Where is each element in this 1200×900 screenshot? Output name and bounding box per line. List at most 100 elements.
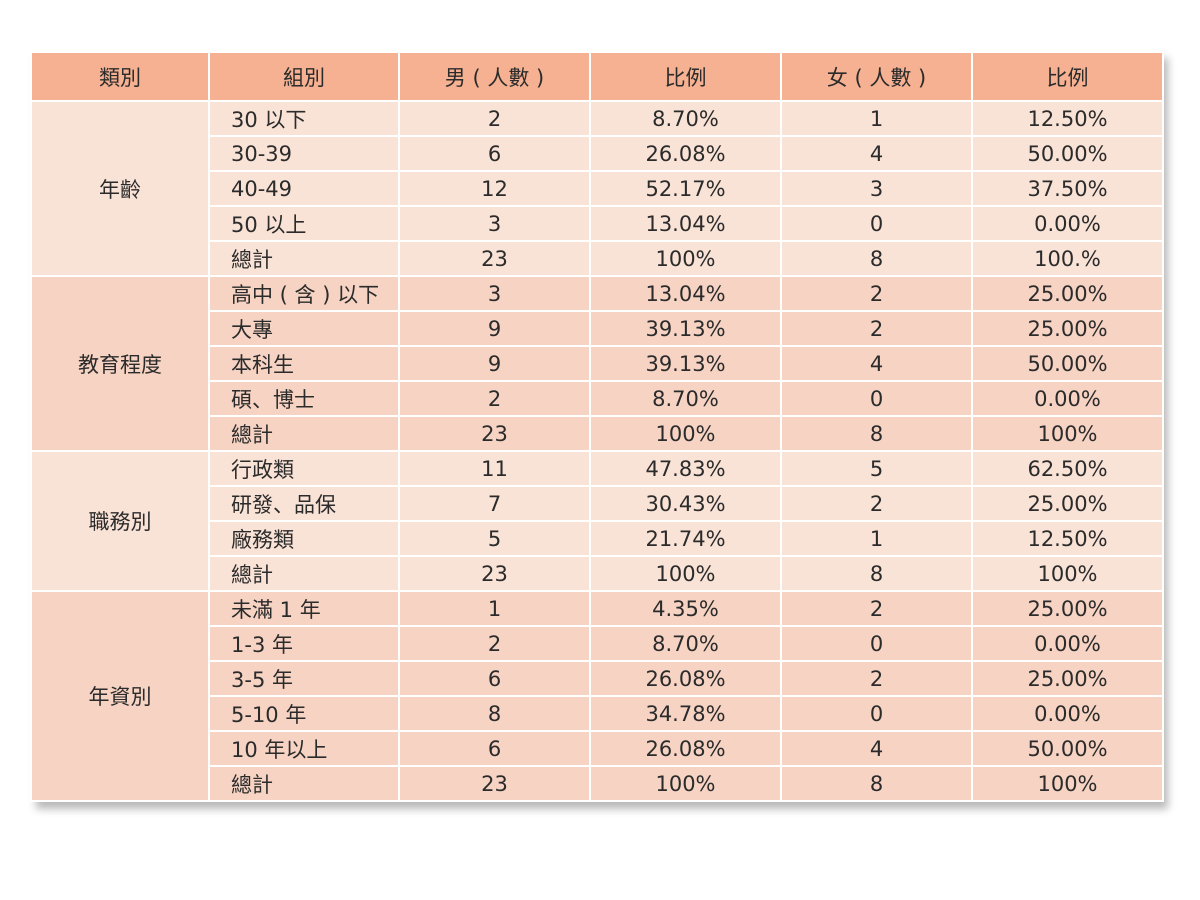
male-ratio-cell: 100% bbox=[589, 240, 782, 277]
table-header: 類別 組別 男 ( 人數 ) 比例 女 ( 人數 ) 比例 bbox=[30, 51, 1164, 102]
group-cell: 廠務類 bbox=[208, 520, 400, 557]
male-count-cell: 9 bbox=[398, 345, 591, 382]
table-row: 10 年以上 6 26.08% 4 50.00% bbox=[31, 730, 1164, 767]
table-row: 40-49 12 52.17% 3 37.50% bbox=[31, 170, 1164, 207]
category-cell: 年齡 bbox=[30, 100, 210, 277]
category-cell: 年資別 bbox=[30, 590, 210, 802]
female-count-cell: 0 bbox=[780, 625, 973, 662]
female-count-cell: 8 bbox=[780, 240, 973, 277]
header-male-ratio: 比例 bbox=[589, 51, 782, 102]
male-ratio-cell: 26.08% bbox=[589, 660, 782, 697]
female-count-cell: 2 bbox=[780, 310, 973, 347]
female-count-cell: 0 bbox=[780, 205, 973, 242]
female-ratio-cell: 25.00% bbox=[971, 590, 1164, 627]
female-ratio-cell: 100% bbox=[971, 555, 1164, 592]
male-ratio-cell: 52.17% bbox=[589, 170, 782, 207]
male-ratio-cell: 34.78% bbox=[589, 695, 782, 732]
female-count-cell: 2 bbox=[780, 660, 973, 697]
table-section: 教育程度 高中 ( 含 ) 以下 3 13.04% 2 25.00% 大專 9 39.13% 2 2… bbox=[30, 275, 1164, 452]
male-ratio-cell: 13.04% bbox=[589, 275, 782, 312]
female-ratio-cell: 0.00% bbox=[971, 205, 1164, 242]
male-ratio-cell: 100% bbox=[589, 765, 782, 802]
table-row: 碩、博士 2 8.70% 0 0.00% bbox=[31, 380, 1164, 417]
category-cell: 教育程度 bbox=[30, 275, 210, 452]
male-count-cell: 8 bbox=[398, 695, 591, 732]
female-ratio-cell: 25.00% bbox=[971, 275, 1164, 312]
female-count-cell: 0 bbox=[780, 695, 973, 732]
male-ratio-cell: 39.13% bbox=[589, 345, 782, 382]
male-count-cell: 23 bbox=[398, 765, 591, 802]
table-row: 職務別 行政類 11 47.83% 5 62.50% bbox=[30, 450, 1164, 592]
header-row: 類別 組別 男 ( 人數 ) 比例 女 ( 人數 ) 比例 bbox=[30, 51, 1164, 102]
male-count-cell: 7 bbox=[398, 485, 591, 522]
staff-statistics-table: 類別 組別 男 ( 人數 ) 比例 女 ( 人數 ) 比例 年齡 30 以下 2 8.… bbox=[30, 51, 1164, 802]
female-ratio-cell: 50.00% bbox=[971, 345, 1164, 382]
male-ratio-cell: 30.43% bbox=[589, 485, 782, 522]
male-count-cell: 9 bbox=[398, 310, 591, 347]
male-ratio-cell: 39.13% bbox=[589, 310, 782, 347]
group-cell: 總計 bbox=[208, 765, 400, 802]
header-female-ratio: 比例 bbox=[971, 51, 1164, 102]
table-section: 年資別 未滿 1 年 1 4.35% 2 25.00% 1-3 年 2 8.70% 0 0.00% 3… bbox=[30, 590, 1164, 802]
group-cell: 大專 bbox=[208, 310, 400, 347]
table-row: 30-39 6 26.08% 4 50.00% bbox=[31, 135, 1164, 172]
female-ratio-cell: 62.50% bbox=[971, 450, 1164, 487]
female-ratio-cell: 100.% bbox=[971, 240, 1164, 277]
female-count-cell: 3 bbox=[780, 170, 973, 207]
group-cell: 碩、博士 bbox=[208, 380, 400, 417]
female-count-cell: 2 bbox=[780, 590, 973, 627]
male-count-cell: 2 bbox=[398, 100, 591, 137]
female-count-cell: 0 bbox=[780, 380, 973, 417]
group-cell: 10 年以上 bbox=[208, 730, 400, 767]
female-count-cell: 1 bbox=[780, 100, 973, 137]
female-count-cell: 5 bbox=[780, 450, 973, 487]
staff-statistics-table-container: 類別 組別 男 ( 人數 ) 比例 女 ( 人數 ) 比例 年齡 30 以下 2 8.… bbox=[30, 51, 1164, 802]
table-section: 職務別 行政類 11 47.83% 5 62.50% 研發、品保 7 30.43% 2 25.00%… bbox=[30, 450, 1164, 592]
male-ratio-cell: 4.35% bbox=[589, 590, 782, 627]
female-ratio-cell: 25.00% bbox=[971, 310, 1164, 347]
group-cell: 30-39 bbox=[208, 135, 400, 172]
male-count-cell: 6 bbox=[398, 660, 591, 697]
female-count-cell: 2 bbox=[780, 485, 973, 522]
table-row: 本科生 9 39.13% 4 50.00% bbox=[31, 345, 1164, 382]
male-count-cell: 23 bbox=[398, 555, 591, 592]
table-row: 廠務類 5 21.74% 1 12.50% bbox=[31, 520, 1164, 557]
female-ratio-cell: 50.00% bbox=[971, 730, 1164, 767]
female-ratio-cell: 100% bbox=[971, 415, 1164, 452]
male-ratio-cell: 8.70% bbox=[589, 380, 782, 417]
female-ratio-cell: 25.00% bbox=[971, 660, 1164, 697]
male-count-cell: 3 bbox=[398, 205, 591, 242]
group-cell: 總計 bbox=[208, 555, 400, 592]
female-ratio-cell: 0.00% bbox=[971, 695, 1164, 732]
female-ratio-cell: 100% bbox=[971, 765, 1164, 802]
group-cell: 高中 ( 含 ) 以下 bbox=[208, 275, 400, 312]
table-row: 1-3 年 2 8.70% 0 0.00% bbox=[31, 625, 1164, 662]
header-male-count: 男 ( 人數 ) bbox=[398, 51, 591, 102]
female-ratio-cell: 25.00% bbox=[971, 485, 1164, 522]
table-row: 總計 23 100% 8 100% bbox=[31, 765, 1164, 802]
male-ratio-cell: 26.08% bbox=[589, 135, 782, 172]
male-count-cell: 1 bbox=[398, 590, 591, 627]
table-row: 總計 23 100% 8 100% bbox=[31, 555, 1164, 592]
table-row: 年齡 30 以下 2 8.70% 1 12.50% bbox=[30, 100, 1164, 277]
female-count-cell: 8 bbox=[780, 415, 973, 452]
female-count-cell: 2 bbox=[780, 275, 973, 312]
table-row: 研發、品保 7 30.43% 2 25.00% bbox=[31, 485, 1164, 522]
group-cell: 50 以上 bbox=[208, 205, 400, 242]
group-cell: 3-5 年 bbox=[208, 660, 400, 697]
group-cell: 30 以下 bbox=[208, 100, 400, 137]
group-cell: 1-3 年 bbox=[208, 625, 400, 662]
group-cell: 40-49 bbox=[208, 170, 400, 207]
header-group: 組別 bbox=[208, 51, 400, 102]
male-count-cell: 2 bbox=[398, 380, 591, 417]
group-cell: 未滿 1 年 bbox=[208, 590, 400, 627]
table-row: 教育程度 高中 ( 含 ) 以下 3 13.04% 2 25.00% bbox=[30, 275, 1164, 452]
male-count-cell: 23 bbox=[398, 415, 591, 452]
group-cell: 總計 bbox=[208, 415, 400, 452]
group-cell: 5-10 年 bbox=[208, 695, 400, 732]
female-count-cell: 4 bbox=[780, 135, 973, 172]
table-row: 總計 23 100% 8 100.% bbox=[31, 240, 1164, 277]
male-count-cell: 11 bbox=[398, 450, 591, 487]
female-count-cell: 8 bbox=[780, 555, 973, 592]
female-ratio-cell: 12.50% bbox=[971, 520, 1164, 557]
